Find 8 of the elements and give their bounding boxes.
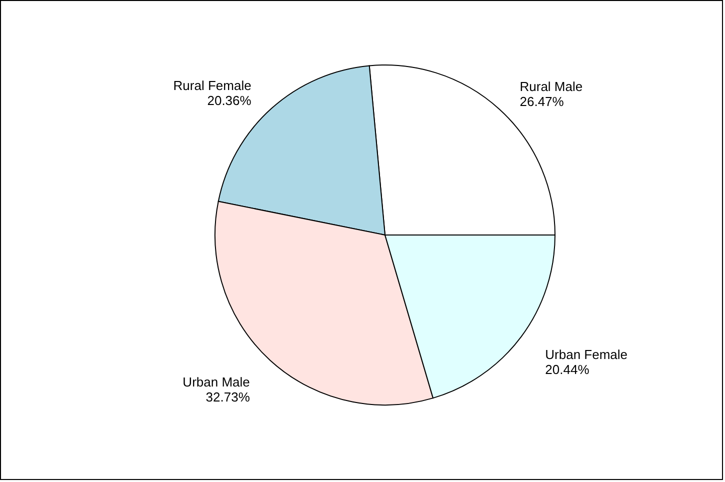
slice-label: Urban Male <box>182 374 250 390</box>
data-label: 20.36% <box>207 93 252 108</box>
slice-label: Rural Female <box>173 78 252 94</box>
slice-label: Urban Female <box>545 346 628 362</box>
data-label: 20.44% <box>545 362 590 377</box>
data-label: 32.73% <box>206 389 250 404</box>
slice-label: Rural Male <box>520 79 583 94</box>
data-label: 26.47% <box>520 94 564 110</box>
